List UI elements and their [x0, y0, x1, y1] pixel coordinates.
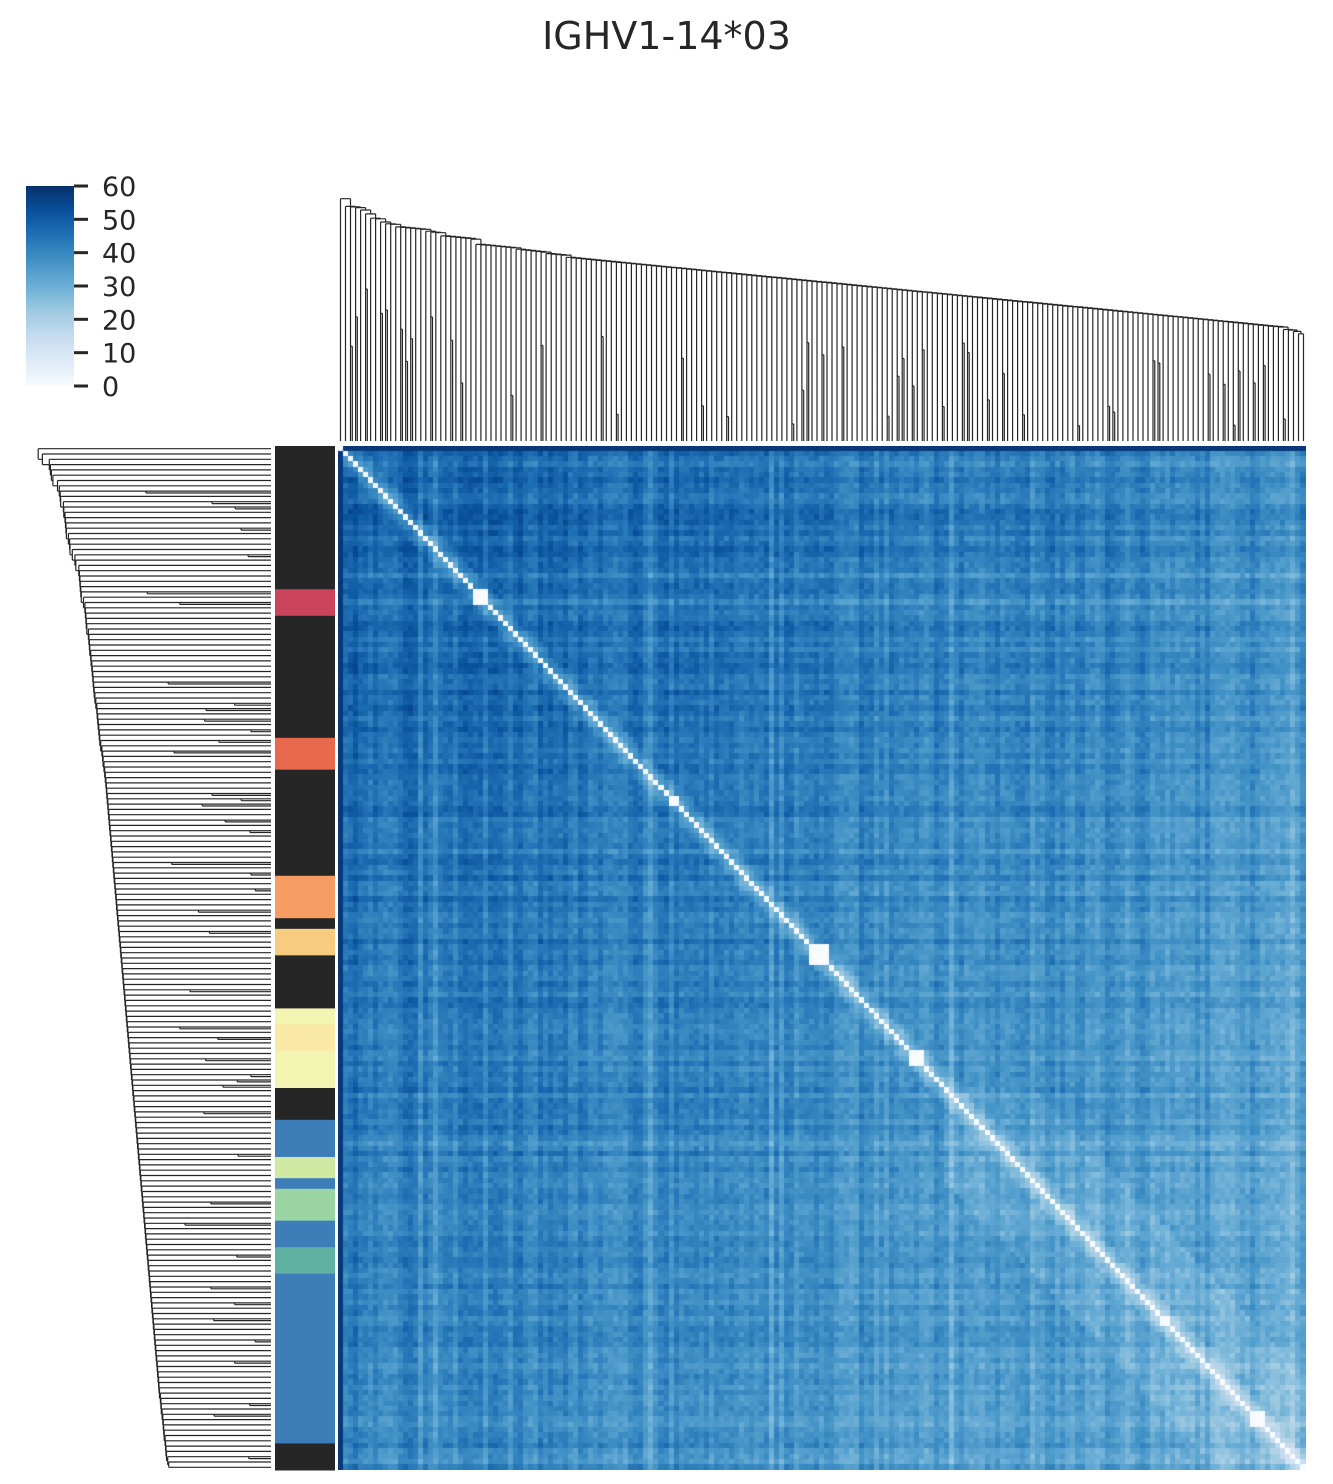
- row-color-segment: [275, 1087, 335, 1121]
- heatmap: [338, 446, 1306, 1470]
- chart-title: IGHV1-14*03: [542, 14, 791, 58]
- row-color-segment: [275, 1008, 335, 1025]
- row-color-segment: [275, 1119, 335, 1158]
- row-color-segment: [275, 918, 335, 930]
- row-color-segment: [275, 589, 335, 617]
- row-color-segment: [275, 955, 335, 1009]
- column-dendrogram-lines: [339, 198, 1305, 441]
- row-color-segment: [275, 1443, 335, 1471]
- colorbar-tick-label: 10: [102, 339, 136, 370]
- row-color-segment: [275, 1247, 335, 1275]
- colorbar-gradient: [26, 186, 74, 386]
- row-color-segment: [275, 1178, 335, 1190]
- colorbar-tick-label: 30: [102, 272, 136, 303]
- row-color-segment: [275, 1050, 335, 1089]
- colorbar-tick-label: 40: [102, 239, 136, 270]
- colorbar-tick-label: 20: [102, 305, 136, 336]
- row-dendrogram: [37, 448, 271, 1468]
- colorbar-tick-label: 50: [102, 205, 136, 236]
- row-color-segment: [275, 928, 335, 956]
- row-color-segment: [275, 769, 335, 877]
- heatmap-canvas-holder: [338, 446, 1306, 1470]
- colorbar-tick-label: 60: [102, 172, 136, 203]
- row-color-segment: [275, 446, 335, 590]
- row-color-segment: [275, 1156, 335, 1179]
- row-color-segment: [275, 1273, 335, 1444]
- column-dendrogram: [339, 198, 1305, 441]
- heatmap-canvas: [338, 446, 1306, 1470]
- colorbar-tick-label: 0: [102, 372, 119, 403]
- row-color-bar: [275, 446, 335, 1471]
- row-color-segment: [275, 1024, 335, 1052]
- row-color-segment: [275, 737, 335, 771]
- row-color-segment: [275, 1188, 335, 1222]
- row-color-segment: [275, 1220, 335, 1248]
- row-color-segment: [275, 615, 335, 739]
- row-dendrogram-lines: [37, 448, 271, 1468]
- row-color-segment: [275, 875, 335, 919]
